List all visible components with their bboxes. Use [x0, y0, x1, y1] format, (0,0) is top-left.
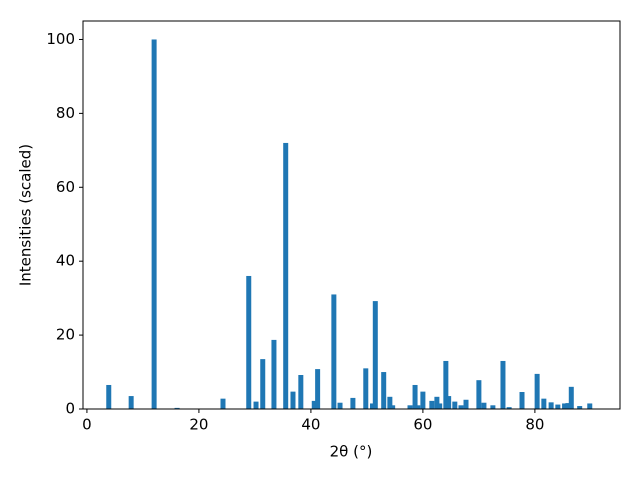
bar: [128, 396, 134, 409]
bar: [271, 339, 277, 409]
bar: [315, 369, 321, 409]
y-tick-label: 80: [56, 104, 75, 122]
bar: [260, 359, 266, 409]
bar: [429, 400, 435, 409]
x-tick-label: 20: [189, 416, 208, 434]
bar: [565, 403, 571, 409]
bar: [106, 384, 112, 409]
bar: [311, 400, 317, 409]
bar: [290, 391, 296, 409]
bar: [412, 384, 418, 409]
bar: [555, 404, 561, 409]
bar: [500, 360, 506, 409]
bar: [452, 401, 458, 409]
bar: [481, 402, 487, 409]
bar: [534, 373, 540, 409]
x-tick-label: 0: [82, 416, 92, 434]
x-tick-label: 40: [301, 416, 320, 434]
bar: [548, 402, 554, 409]
y-tick-label: 60: [56, 178, 75, 196]
bar: [420, 391, 426, 409]
bar: [490, 405, 496, 409]
bar: [246, 275, 252, 409]
bar: [446, 396, 452, 409]
bar: [220, 398, 226, 409]
bar: [372, 301, 378, 409]
bar: [568, 386, 574, 409]
bar: [381, 372, 387, 409]
bar: [519, 392, 525, 409]
y-tick-label: 100: [46, 30, 75, 48]
y-tick-label: 40: [56, 252, 75, 270]
bar: [369, 403, 375, 409]
bar: [458, 405, 464, 409]
plot-frame: [82, 20, 621, 410]
bar: [577, 406, 583, 409]
bar: [151, 39, 157, 409]
x-tick-label: 60: [413, 416, 432, 434]
bar: [562, 403, 568, 409]
bar: [298, 375, 304, 409]
bar: [390, 405, 396, 409]
bar: [415, 405, 421, 409]
x-tick-label: 80: [525, 416, 544, 434]
bar: [337, 402, 343, 409]
bar: [587, 403, 593, 409]
bar: [363, 368, 369, 409]
bar: [434, 396, 440, 409]
bar: [476, 380, 482, 409]
bar: [174, 407, 180, 409]
y-tick-label: 20: [56, 326, 75, 344]
x-axis-label: 2θ (°): [330, 443, 373, 461]
bar: [283, 142, 289, 409]
bar: [437, 403, 443, 409]
bar: [407, 405, 413, 409]
bar: [331, 294, 337, 409]
bar: [387, 396, 393, 409]
bar: [463, 399, 469, 409]
bar: [443, 360, 449, 409]
bar: [541, 398, 547, 409]
bar: [350, 397, 356, 409]
bar: [506, 407, 512, 409]
y-tick-label: 0: [65, 400, 75, 418]
y-axis-label: Intensities (scaled): [17, 144, 35, 286]
bar: [253, 401, 259, 409]
